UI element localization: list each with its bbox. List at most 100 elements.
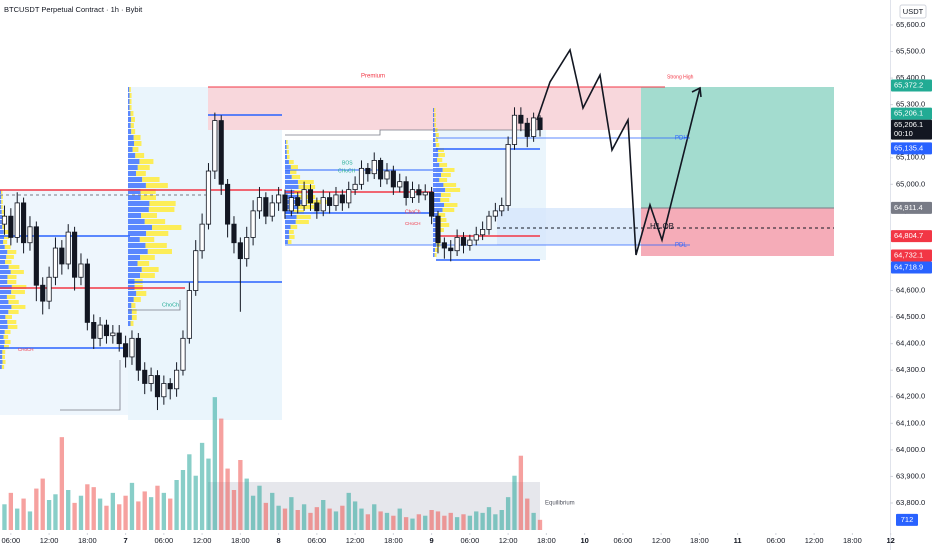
candle-body <box>199 223 205 252</box>
profile-row <box>128 291 137 296</box>
profile-row <box>5 315 12 319</box>
profile-row <box>1 195 3 199</box>
candle-body <box>193 250 199 291</box>
profile-row <box>128 213 142 218</box>
profile-row <box>440 223 450 227</box>
annotation: Equilibrium <box>545 501 575 507</box>
profile-row <box>0 220 2 224</box>
x-tick-label: 06:00 <box>154 536 173 545</box>
x-tick-label: 18:00 <box>537 536 556 545</box>
candle-body <box>103 324 110 337</box>
profile-row <box>128 171 137 176</box>
volume-bar <box>454 517 460 530</box>
volume-bar <box>2 504 7 530</box>
candle-body <box>167 383 173 390</box>
annotation: CHoCH <box>18 347 34 352</box>
profile-row <box>0 280 8 284</box>
candle-body <box>72 231 78 278</box>
volume-bar <box>410 518 415 530</box>
profile-row <box>290 170 297 174</box>
volume-bar <box>155 485 160 530</box>
volume-bar <box>72 502 77 530</box>
candle-body <box>505 144 511 206</box>
volume-bar <box>486 507 492 530</box>
candle-body <box>148 375 154 384</box>
profile-row <box>131 315 137 320</box>
profile-row <box>0 215 3 219</box>
profile-row <box>0 190 2 194</box>
profile-row <box>128 201 150 206</box>
profile-row <box>0 240 4 244</box>
profile-row <box>133 297 141 302</box>
profile-row <box>0 265 9 269</box>
volume-bar <box>352 501 358 530</box>
profile-row <box>433 168 443 172</box>
volume-bar <box>493 514 498 530</box>
candle-body <box>91 322 97 339</box>
profile-row <box>285 235 290 239</box>
profile-row <box>433 113 435 117</box>
profile-row <box>128 249 148 254</box>
profile-row <box>444 203 458 207</box>
annotation: Premium <box>361 74 385 80</box>
profile-row <box>128 219 145 224</box>
volume-bar <box>91 487 96 530</box>
profile-row <box>293 210 305 214</box>
profile-row <box>129 93 132 98</box>
candle-body <box>524 122 530 137</box>
profile-row <box>8 310 19 314</box>
candle-body <box>390 170 396 188</box>
candle-body <box>454 237 460 252</box>
volume-bar <box>442 515 447 530</box>
profile-row <box>134 141 142 146</box>
candle-body <box>218 120 224 185</box>
profile-row <box>3 335 9 339</box>
candle-body <box>116 332 122 345</box>
candle-body <box>59 247 65 265</box>
candle-body <box>346 189 352 204</box>
profile-row <box>135 153 145 158</box>
profile-row <box>2 360 6 364</box>
profile-row <box>6 295 16 299</box>
profile-row <box>7 325 18 329</box>
volume-bar <box>66 490 71 530</box>
profile-row <box>0 275 8 279</box>
profile-row <box>147 249 172 254</box>
profile-row <box>128 87 130 92</box>
candle-body <box>21 202 27 244</box>
candle-body <box>397 181 403 188</box>
profile-row <box>285 175 292 179</box>
profile-row <box>131 309 137 314</box>
volume-bar <box>174 480 179 530</box>
volume-bar <box>78 495 84 530</box>
candle-body <box>27 226 33 244</box>
profile-row <box>142 177 160 182</box>
volume-bar <box>372 504 377 530</box>
price-label-text: 64,804.7 <box>894 231 923 240</box>
x-tick-label: 06:00 <box>460 536 479 545</box>
structure-line <box>285 129 540 136</box>
volume-bar <box>104 505 109 530</box>
volume-bar <box>384 512 390 530</box>
profile-row <box>441 173 451 177</box>
volume-bar <box>308 512 313 530</box>
price-label <box>891 230 932 243</box>
profile-row <box>128 267 142 272</box>
candle-body <box>480 229 486 236</box>
profile-row <box>289 235 295 239</box>
profile-row <box>297 180 314 184</box>
candle-body <box>250 210 256 238</box>
x-tick-label: 18:00 <box>384 536 403 545</box>
profile-row <box>288 160 294 164</box>
profile-row <box>433 108 435 112</box>
profile-row <box>433 153 439 157</box>
candle-body <box>154 375 161 398</box>
structure-line <box>128 300 181 311</box>
candle-body <box>161 383 167 398</box>
profile-row <box>4 340 11 344</box>
profile-row <box>128 189 141 194</box>
profile-row <box>285 150 287 154</box>
candle-body <box>40 284 46 302</box>
profile-row <box>295 220 309 224</box>
profile-row <box>128 93 130 98</box>
